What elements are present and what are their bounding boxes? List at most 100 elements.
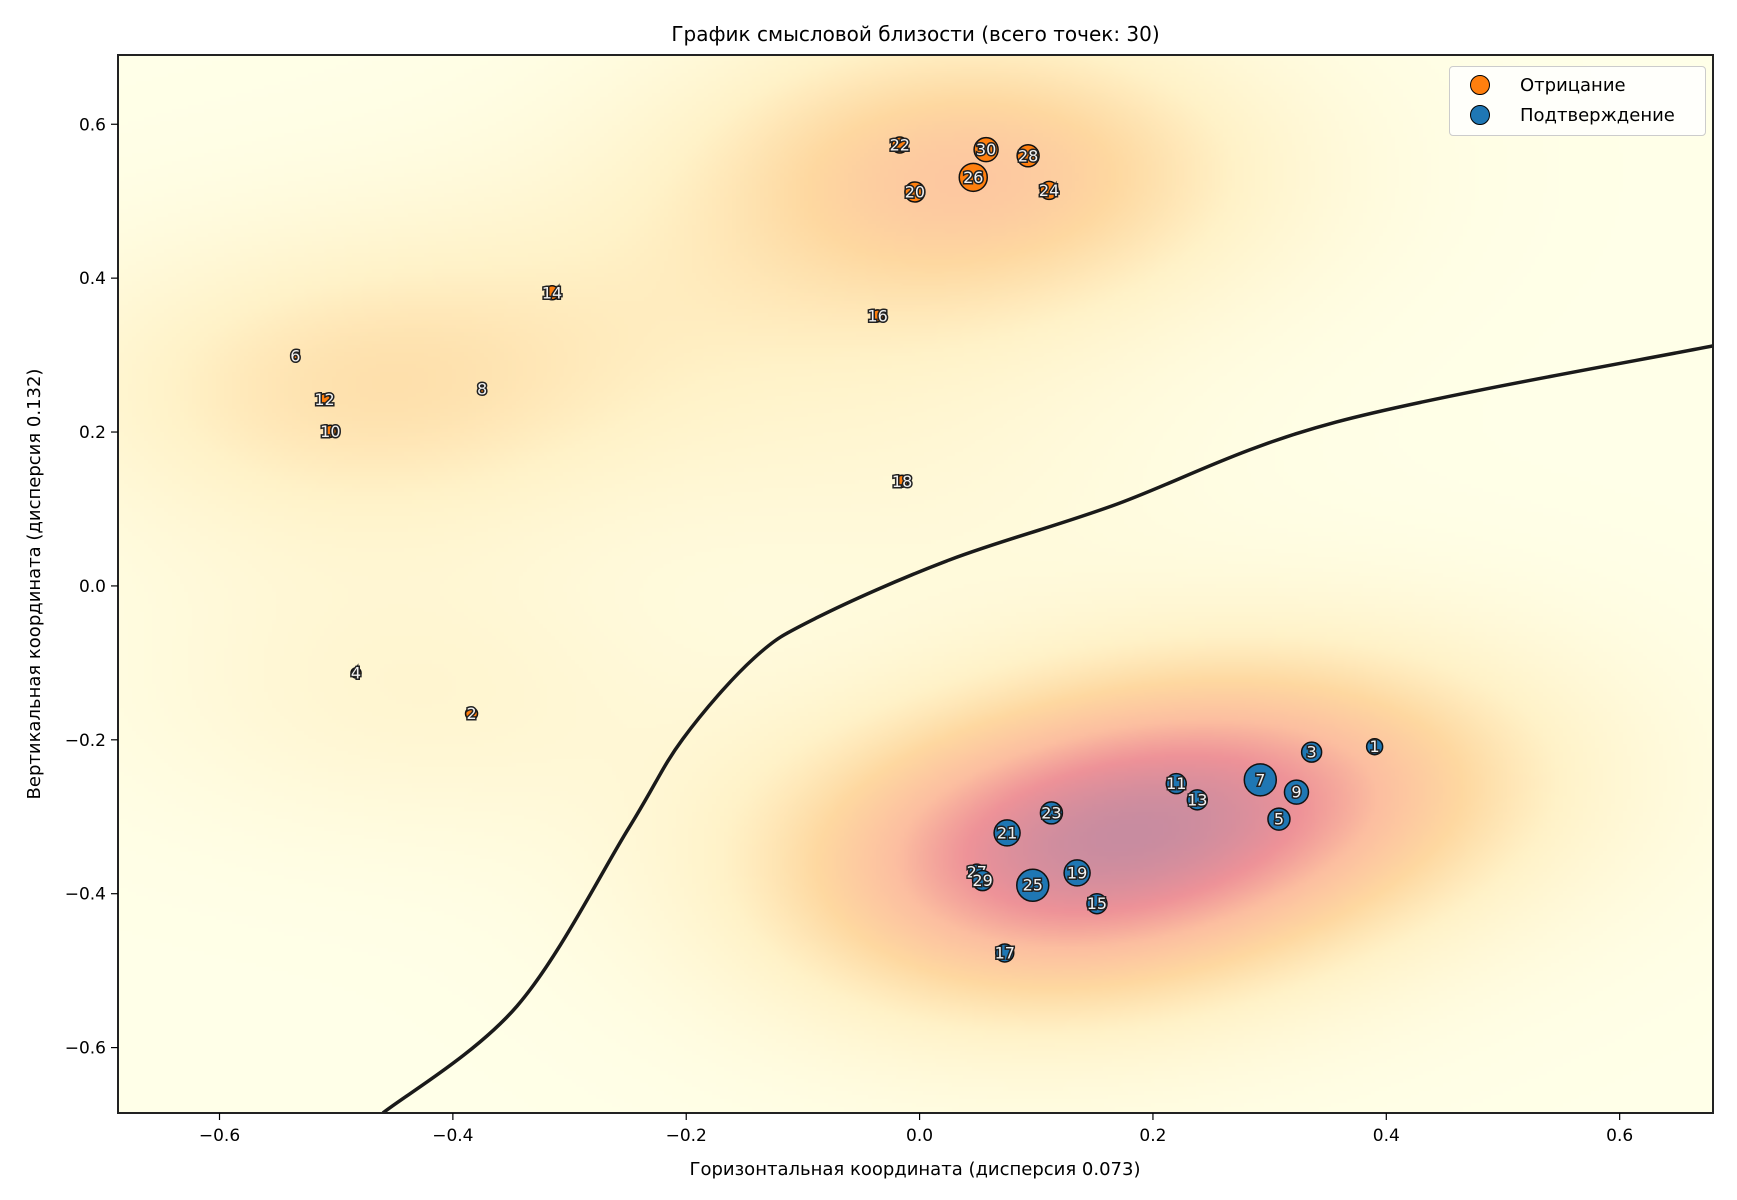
y-tick-label: 0.2	[79, 423, 106, 443]
point-marker-14	[544, 285, 560, 301]
density-heatmap	[118, 55, 1713, 1113]
legend-label: Отрицание	[1520, 74, 1626, 96]
x-tick-label: −0.4	[432, 1126, 473, 1146]
point-label-17: 17	[995, 943, 1015, 962]
data-point-5[interactable]: 5	[1267, 807, 1291, 831]
point-label-4: 4	[351, 663, 361, 682]
data-point-16[interactable]: 16	[866, 305, 889, 327]
point-marker-13	[1186, 789, 1209, 811]
point-label-21: 21	[997, 823, 1017, 842]
legend-marker-negation-icon	[1470, 75, 1490, 95]
point-label-23: 23	[1041, 803, 1061, 822]
point-label-13: 13	[1187, 790, 1207, 809]
legend-item-negation[interactable]: Отрицание	[1450, 70, 1705, 100]
data-point-22[interactable]: 22	[888, 134, 911, 156]
data-point-4[interactable]: 4	[349, 662, 362, 684]
data-point-17[interactable]: 17	[993, 942, 1016, 964]
x-tick-label: −0.2	[666, 1126, 707, 1146]
x-tick-label: 0.2	[1139, 1126, 1166, 1146]
point-label-6: 6	[290, 346, 300, 365]
point-label-25: 25	[1023, 876, 1043, 895]
point-label-7: 7	[1255, 770, 1265, 789]
data-point-11[interactable]: 11	[1165, 773, 1188, 795]
data-point-2[interactable]: 2	[464, 703, 479, 725]
point-label-15: 15	[1087, 894, 1107, 913]
data-point-15[interactable]: 15	[1085, 893, 1108, 915]
y-tick-label: 0.6	[79, 115, 106, 135]
point-label-10: 10	[320, 422, 340, 441]
data-point-28[interactable]: 28	[1016, 144, 1040, 168]
data-point-7[interactable]: 7	[1243, 763, 1278, 797]
point-label-11: 11	[1166, 774, 1186, 793]
point-marker-16	[870, 309, 885, 323]
data-point-20[interactable]: 20	[903, 181, 926, 203]
x-tick-label: 0.0	[906, 1126, 933, 1146]
plot-frame	[117, 54, 1714, 1114]
point-marker-20	[904, 181, 926, 203]
data-point-10[interactable]: 10	[319, 420, 342, 442]
point-label-14: 14	[542, 283, 562, 302]
data-point-8[interactable]: 8	[475, 378, 488, 400]
data-point-19[interactable]: 19	[1063, 859, 1091, 887]
point-marker-12	[317, 392, 332, 407]
point-marker-25	[1016, 868, 1050, 902]
x-tick-label: −0.6	[199, 1126, 240, 1146]
point-label-8: 8	[477, 379, 487, 398]
data-point-25[interactable]: 25	[1016, 868, 1050, 902]
data-point-14[interactable]: 14	[540, 282, 563, 304]
data-point-6[interactable]: 6	[289, 345, 302, 367]
data-point-30[interactable]: 30	[973, 136, 999, 163]
point-label-22: 22	[890, 136, 910, 155]
data-point-18[interactable]: 18	[890, 470, 913, 492]
point-label-1: 1	[1370, 737, 1380, 756]
data-point-29[interactable]: 29	[971, 870, 994, 892]
x-tick-label: 0.4	[1373, 1126, 1400, 1146]
point-label-16: 16	[867, 306, 887, 325]
point-label-26: 26	[963, 168, 983, 187]
point-label-19: 19	[1067, 863, 1087, 882]
y-tick-label: 0.0	[79, 577, 106, 597]
point-marker-22	[890, 136, 909, 154]
point-label-18: 18	[892, 472, 912, 491]
y-tick-label: 0.4	[79, 269, 106, 289]
data-point-24[interactable]: 24	[1037, 179, 1060, 201]
point-label-2: 2	[466, 704, 476, 723]
y-tick-label: −0.2	[65, 731, 106, 751]
data-point-1[interactable]: 1	[1365, 736, 1384, 758]
y-tick-label: −0.6	[65, 1039, 106, 1059]
decision-boundary-line	[381, 344, 1713, 1113]
data-point-26[interactable]: 26	[958, 162, 989, 193]
point-marker-8	[477, 384, 487, 394]
data-point-9[interactable]: 9	[1283, 779, 1310, 805]
legend-label: Подтверждение	[1520, 104, 1675, 126]
data-point-13[interactable]: 13	[1186, 789, 1209, 811]
point-marker-5	[1267, 807, 1291, 831]
chart-title: График смысловой близости (всего точек: …	[671, 22, 1160, 46]
x-tick-label: 0.6	[1606, 1126, 1633, 1146]
point-label-3: 3	[1307, 743, 1317, 762]
point-marker-1	[1365, 737, 1384, 756]
point-label-30: 30	[976, 140, 996, 159]
point-marker-7	[1243, 763, 1278, 797]
point-marker-24	[1039, 180, 1059, 201]
point-marker-10	[323, 424, 338, 439]
point-marker-3	[1300, 741, 1323, 763]
data-point-21[interactable]: 21	[993, 819, 1021, 847]
legend-marker-confirmation-icon	[1470, 105, 1490, 125]
point-label-29: 29	[972, 871, 992, 890]
point-label-12: 12	[314, 390, 334, 409]
legend-item-confirmation[interactable]: Подтверждение	[1450, 100, 1705, 130]
point-marker-19	[1063, 859, 1091, 887]
point-marker-21	[993, 819, 1021, 847]
point-marker-2	[464, 706, 479, 721]
data-point-3[interactable]: 3	[1300, 741, 1323, 763]
y-axis-label: Вертикальная координата (дисперсия 0.132…	[24, 369, 45, 800]
x-axis-label: Горизонтальная координата (дисперсия 0.0…	[690, 1159, 1141, 1180]
point-marker-30	[973, 136, 999, 163]
data-point-12[interactable]: 12	[313, 389, 336, 411]
point-marker-6	[291, 352, 300, 360]
legend: Отрицание Подтверждение	[1449, 66, 1706, 136]
point-label-5: 5	[1274, 810, 1284, 829]
data-point-23[interactable]: 23	[1039, 801, 1064, 825]
